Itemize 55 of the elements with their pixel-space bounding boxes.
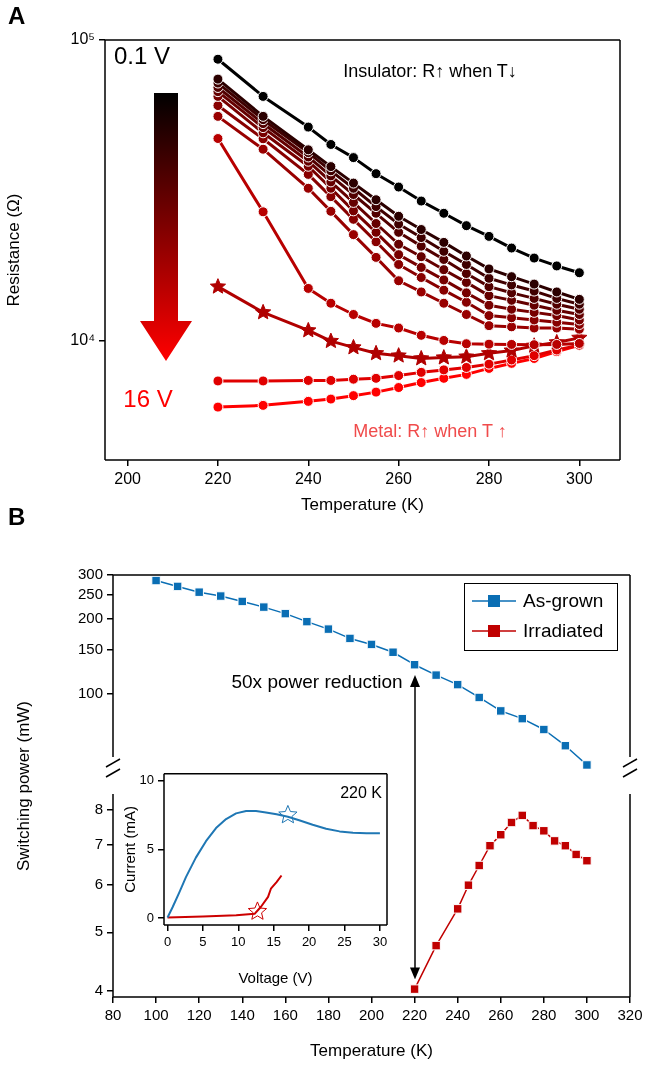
y-tick-label: 5 (146, 840, 154, 856)
x-tick-label: 280 (475, 470, 503, 488)
chart-title: A (8, 2, 26, 30)
x-tick-label: 15 (266, 934, 281, 950)
x-tick-label: 180 (315, 1006, 341, 1024)
x-axis-title: Temperature (K) (301, 495, 424, 515)
y-tick-label: 10⁵ (70, 30, 95, 48)
x-tick-label: 25 (337, 934, 352, 950)
x-tick-label: 280 (531, 1006, 557, 1024)
x-tick-label: 240 (294, 470, 322, 488)
x-tick-label: 200 (358, 1006, 385, 1024)
y-tick-label: 300 (77, 565, 103, 583)
annotation: 0.1 V (113, 41, 171, 69)
y-tick-label: 100 (77, 684, 103, 702)
annotation: Metal: R↑ when T ↑ (353, 420, 507, 441)
x-tick-label: 300 (565, 470, 593, 488)
x-axis-title: Temperature (K) (310, 1041, 433, 1061)
x-tick-label: 160 (272, 1006, 298, 1024)
x-tick-label: 220 (204, 470, 232, 488)
y-tick-label: 250 (77, 584, 103, 602)
x-tick-label: 140 (229, 1006, 255, 1024)
y-tick-label: 150 (77, 640, 103, 658)
x-tick-label: 20 (301, 934, 317, 950)
x-tick-label: 300 (574, 1006, 600, 1024)
y-tick-label: 4 (94, 980, 103, 998)
y-axis-title: Current (mA) (121, 806, 139, 893)
y-tick-label: 10 (139, 772, 154, 788)
y-tick-label: 6 (94, 874, 103, 892)
x-tick-label: 260 (488, 1006, 514, 1024)
x-tick-label: 260 (385, 470, 413, 488)
y-tick-label: 10⁴ (70, 330, 96, 348)
y-tick-label: 8 (94, 799, 103, 817)
x-tick-label: 0 (163, 934, 172, 950)
y-tick-label: 7 (94, 834, 103, 852)
y-axis-title: Resistance (Ω) (3, 193, 23, 307)
x-tick-label: 5 (199, 934, 207, 950)
x-tick-label: 220 (402, 1006, 428, 1024)
y-tick-label: 200 (77, 609, 103, 627)
x-tick-label: 30 (372, 934, 388, 950)
annotation: Insulator: R↑ when T↓ (343, 60, 517, 81)
y-tick-label: 0 (146, 909, 154, 925)
x-tick-label: 10 (231, 934, 246, 950)
legend-label: As-grown (523, 590, 604, 612)
y-axis-title: Switching power (mW) (14, 700, 34, 872)
x-tick-label: 320 (617, 1006, 643, 1024)
x-tick-label: 200 (114, 470, 142, 488)
x-tick-label: 240 (445, 1006, 471, 1024)
x-axis-title: Voltage (V) (238, 969, 313, 987)
annotation: 220 K (340, 784, 383, 802)
legend-label: Irradiated (523, 620, 604, 642)
annotation: 16 V (123, 384, 173, 412)
x-tick-label: 120 (186, 1006, 212, 1024)
x-tick-label: 80 (104, 1006, 122, 1024)
annotation: 50x power reduction (231, 670, 403, 692)
chart-title: B (8, 503, 26, 531)
